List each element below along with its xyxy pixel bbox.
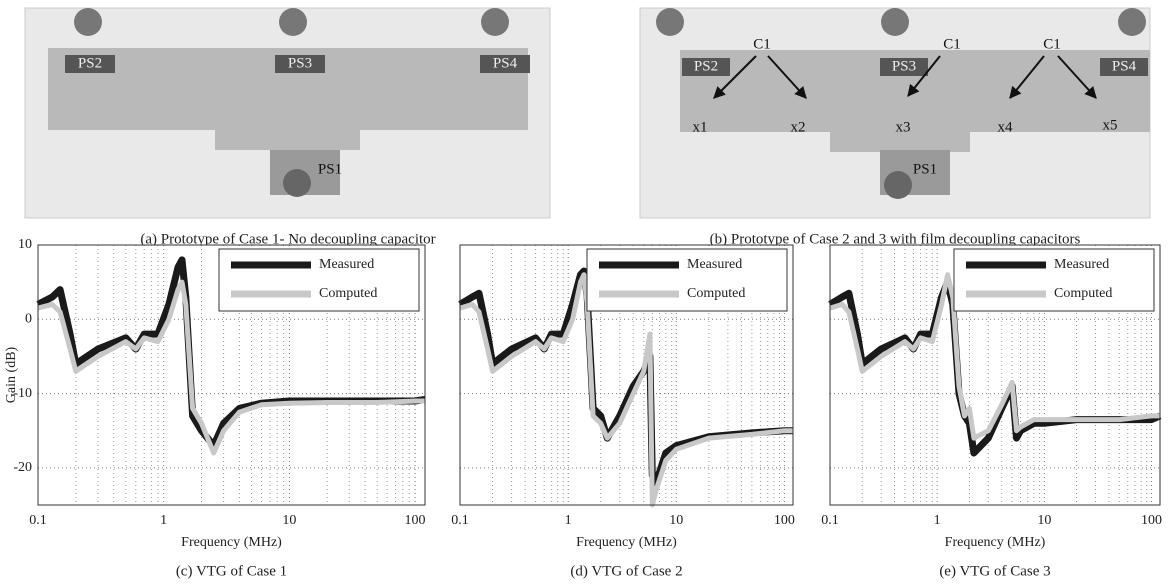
legend-box — [953, 248, 1155, 312]
chart-caption: (d) VTG of Case 2 — [570, 563, 682, 579]
photo-b — [639, 7, 1151, 219]
arrow — [907, 55, 941, 97]
photo-label: C1 — [1043, 36, 1061, 52]
arrow — [767, 55, 807, 99]
arrow — [713, 55, 757, 99]
photo-label: x3 — [896, 119, 911, 135]
x-tick-label: 0.1 — [451, 513, 469, 528]
y-tick-label: 0 — [25, 312, 32, 327]
y-axis-label: Gain (dB) — [4, 346, 19, 403]
x-tick-label: 1 — [565, 513, 572, 528]
series-line — [37, 279, 425, 456]
photo-label: x1 — [693, 119, 708, 135]
legend-box — [218, 248, 420, 312]
photo-label: PS3 — [892, 58, 916, 74]
legend-label: Measured — [687, 257, 742, 272]
photo-label: PS2 — [78, 55, 102, 71]
photo-caption: (a) Prototype of Case 1- No decoupling c… — [140, 231, 435, 247]
legend-label: Measured — [319, 257, 374, 272]
frame — [829, 244, 1161, 506]
arrow — [1057, 55, 1097, 99]
photo-label: x2 — [791, 119, 806, 135]
x-tick-label: 0.1 — [29, 513, 47, 528]
photo-label: x5 — [1103, 117, 1118, 133]
photo-caption: (b) Prototype of Case 2 and 3 with film … — [710, 231, 1081, 247]
legend-label: Computed — [319, 286, 377, 301]
series-line — [459, 272, 793, 508]
photo-label: PS1 — [913, 161, 937, 177]
x-tick-label: 1 — [934, 513, 941, 528]
series-line — [829, 272, 1160, 441]
x-tick-label: 100 — [1141, 513, 1162, 528]
photo-label: x4 — [998, 119, 1014, 135]
photo-label: C1 — [943, 36, 961, 52]
photo-label: PS1 — [318, 161, 342, 177]
x-tick-label: 0.1 — [821, 513, 839, 528]
frame — [37, 244, 426, 506]
frame — [459, 244, 794, 506]
y-tick-label: -10 — [13, 386, 32, 401]
legend-label: Computed — [1054, 286, 1112, 301]
arrow — [1009, 55, 1045, 99]
chart-caption: (e) VTG of Case 3 — [939, 563, 1050, 579]
x-axis-label: Frequency (MHz) — [181, 535, 282, 550]
x-tick-label: 10 — [282, 513, 296, 528]
photo-a — [24, 7, 551, 219]
photo-label: PS3 — [288, 55, 312, 71]
x-tick-label: 10 — [1037, 513, 1051, 528]
legend-label: Measured — [1054, 257, 1109, 272]
legend-box — [586, 248, 788, 312]
x-axis-label: Frequency (MHz) — [576, 535, 677, 550]
photo-label: PS2 — [694, 58, 718, 74]
chart-caption: (c) VTG of Case 1 — [176, 563, 287, 579]
x-axis-label: Frequency (MHz) — [945, 535, 1046, 550]
y-tick-label: 10 — [18, 237, 32, 252]
y-tick-label: -20 — [13, 460, 32, 475]
photo-label: PS4 — [1112, 58, 1137, 74]
photo-label: PS4 — [493, 55, 518, 71]
photo-label: C1 — [753, 36, 771, 52]
x-tick-label: 100 — [774, 513, 795, 528]
x-tick-label: 1 — [160, 513, 167, 528]
x-tick-label: 10 — [669, 513, 683, 528]
x-tick-label: 100 — [405, 513, 426, 528]
legend-label: Computed — [687, 286, 745, 301]
